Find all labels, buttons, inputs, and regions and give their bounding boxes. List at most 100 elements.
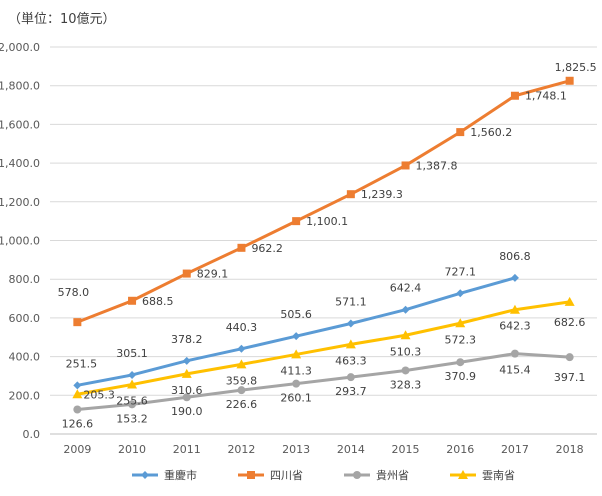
y-tick-label: 200.0 (9, 389, 41, 402)
y-tick-label: 800.0 (9, 273, 41, 286)
legend-marker (247, 471, 255, 479)
data-point (237, 243, 246, 252)
data-label: 328.3 (390, 378, 422, 391)
legend-label: 雲南省 (482, 469, 515, 482)
data-point (346, 373, 355, 382)
data-label: 1,239.3 (361, 188, 403, 201)
data-point (127, 379, 138, 389)
data-point (128, 400, 137, 409)
data-label: 305.1 (116, 347, 148, 360)
x-tick-label: 2013 (282, 443, 310, 456)
data-point (237, 386, 246, 395)
y-tick-label: 1,200.0 (0, 196, 40, 209)
y-tick-label: 1,000.0 (0, 235, 40, 248)
data-label: 505.6 (280, 308, 312, 321)
data-label: 440.3 (226, 321, 258, 334)
series-line-2 (77, 352, 570, 411)
data-point (565, 353, 574, 362)
y-tick-label: 0.0 (23, 428, 41, 441)
legend-marker (353, 471, 361, 479)
x-tick-label: 2011 (173, 443, 201, 456)
data-point (510, 91, 519, 100)
y-tick-label: 2,000.0 (0, 41, 40, 54)
data-label: 829.1 (197, 268, 229, 281)
data-point (345, 339, 356, 349)
data-label: 153.2 (116, 412, 148, 425)
x-tick-label: 2009 (63, 443, 91, 456)
unit-label: （単位：10億元） (8, 12, 116, 27)
x-tick-label: 2017 (501, 443, 529, 456)
data-point (564, 296, 575, 306)
data-point (292, 379, 301, 388)
data-label: 260.1 (280, 392, 312, 405)
data-point (73, 318, 82, 327)
data-point (237, 344, 246, 353)
data-point (346, 190, 355, 199)
data-label: 255.6 (116, 395, 148, 408)
data-label: 727.1 (445, 265, 477, 278)
data-point (456, 358, 465, 367)
data-label: 378.2 (171, 333, 203, 346)
y-tick-label: 1,400.0 (0, 157, 40, 170)
data-point (236, 359, 247, 369)
data-point (73, 381, 82, 390)
data-label: 1,825.5 (555, 61, 597, 74)
legend-marker (141, 471, 149, 479)
data-label: 126.6 (62, 418, 94, 431)
data-label: 205.3 (83, 388, 115, 401)
y-tick-label: 1,600.0 (0, 118, 40, 131)
y-tick-label: 400.0 (9, 351, 41, 364)
data-point (455, 318, 466, 328)
x-tick-label: 2010 (118, 443, 146, 456)
x-tick-label: 2018 (556, 443, 584, 456)
legend-label: 重慶市 (164, 468, 197, 482)
series-line-1 (76, 79, 571, 324)
x-tick-label: 2015 (392, 443, 420, 456)
y-tick-label: 1,800.0 (0, 80, 40, 93)
data-point (346, 319, 355, 328)
data-label: 251.5 (66, 357, 98, 370)
data-label: 1,100.1 (306, 215, 348, 228)
data-point (456, 128, 465, 137)
data-point (292, 332, 301, 341)
data-point (182, 393, 191, 402)
data-point (401, 305, 410, 314)
data-label: 310.6 (171, 384, 203, 397)
data-point (128, 370, 137, 379)
data-label: 226.6 (226, 398, 258, 411)
data-point (181, 368, 192, 378)
x-tick-label: 2012 (227, 443, 255, 456)
data-point (291, 349, 302, 359)
data-point (510, 349, 519, 358)
data-point (73, 405, 82, 414)
data-point (182, 356, 191, 365)
data-label: 962.2 (251, 242, 283, 255)
data-label: 463.3 (335, 354, 367, 367)
data-label: 572.3 (445, 333, 477, 346)
x-tick-label: 2016 (446, 443, 474, 456)
data-label: 571.1 (335, 295, 367, 308)
data-label: 642.3 (499, 320, 531, 333)
data-point (510, 273, 519, 282)
data-label: 411.3 (280, 364, 312, 377)
legend-marker (458, 470, 468, 479)
data-point (72, 389, 83, 399)
data-point (456, 289, 465, 298)
data-label: 688.5 (142, 295, 174, 308)
data-point (401, 366, 410, 375)
data-label: 642.4 (390, 282, 422, 295)
legend-label: 四川省 (270, 469, 303, 482)
legend-label: 貴州省 (376, 468, 409, 482)
data-label: 682.6 (554, 316, 586, 329)
data-label: 806.8 (499, 250, 531, 263)
data-label: 293.7 (335, 385, 367, 398)
data-label: 1,560.2 (470, 126, 512, 139)
y-tick-label: 600.0 (9, 312, 41, 325)
x-tick-label: 2014 (337, 443, 365, 456)
data-point (400, 330, 411, 340)
data-label: 359.8 (226, 374, 258, 387)
data-label: 1,387.8 (416, 159, 458, 172)
data-point (509, 304, 520, 314)
data-label: 370.9 (445, 370, 477, 383)
